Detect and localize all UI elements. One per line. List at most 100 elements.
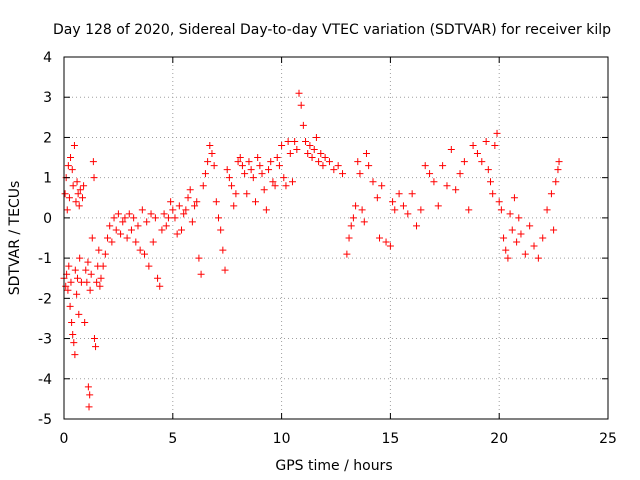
data-point [219, 246, 227, 254]
data-point [254, 154, 262, 162]
data-point [317, 150, 325, 158]
data-point [123, 234, 131, 242]
data-point [73, 178, 81, 186]
data-point [534, 254, 542, 262]
data-point [389, 198, 397, 206]
data-point [349, 214, 357, 222]
data-point [81, 318, 89, 326]
data-point [64, 286, 72, 294]
data-point [376, 234, 384, 242]
data-point [72, 198, 80, 206]
data-point [85, 403, 93, 411]
data-point [395, 190, 403, 198]
data-point [143, 218, 151, 226]
data-point [228, 182, 236, 190]
y-tick-label: 0 [43, 211, 52, 227]
data-point [173, 230, 181, 238]
data-point [156, 282, 164, 290]
y-tick-label: -2 [38, 291, 52, 307]
data-point [539, 234, 547, 242]
data-point [256, 162, 264, 170]
data-point [104, 234, 112, 242]
data-point [127, 226, 135, 234]
data-point [304, 150, 312, 158]
data-point [262, 206, 270, 214]
data-point [288, 178, 296, 186]
data-point [223, 166, 231, 174]
data-point [214, 214, 222, 222]
data-point [508, 226, 516, 234]
data-point [201, 170, 209, 178]
data-point [158, 226, 166, 234]
data-point [89, 158, 97, 166]
data-point [87, 270, 95, 278]
data-point [83, 278, 91, 286]
data-point [199, 182, 207, 190]
data-point [67, 154, 75, 162]
data-point [275, 162, 283, 170]
data-point [452, 186, 460, 194]
data-point [110, 214, 118, 222]
data-point [247, 166, 255, 174]
data-point [138, 206, 146, 214]
data-point [238, 162, 246, 170]
data-point [97, 274, 105, 282]
data-point [265, 166, 273, 174]
data-point [234, 158, 242, 166]
data-point [291, 137, 299, 145]
data-point [352, 202, 360, 210]
data-point [382, 238, 390, 246]
data-point [84, 258, 92, 266]
data-point [171, 214, 179, 222]
data-point [473, 150, 481, 158]
data-point [101, 250, 109, 258]
data-point [78, 194, 86, 202]
data-point [360, 218, 368, 226]
data-point [167, 198, 175, 206]
data-point [64, 162, 72, 170]
x-tick-label: 15 [381, 431, 399, 447]
x-tick-label: 25 [599, 431, 617, 447]
data-point [306, 141, 314, 149]
data-point [236, 154, 244, 162]
y-tick-label: -5 [38, 412, 52, 428]
y-tick-label: 4 [43, 50, 52, 66]
x-tick-label: 10 [273, 431, 291, 447]
data-point [245, 158, 253, 166]
data-point [365, 162, 373, 170]
data-point [447, 146, 455, 154]
x-axis-label: GPS time / hours [275, 458, 392, 474]
data-point [73, 290, 81, 298]
data-point [339, 170, 347, 178]
data-point [343, 250, 351, 258]
data-point [147, 210, 155, 218]
data-point [417, 206, 425, 214]
data-point [75, 310, 83, 318]
data-point [460, 158, 468, 166]
data-point [232, 190, 240, 198]
data-point [73, 274, 81, 282]
data-point [86, 391, 94, 399]
data-point [495, 198, 503, 206]
data-point [212, 198, 220, 206]
data-point [267, 158, 275, 166]
data-point [521, 250, 529, 258]
x-tick-label: 20 [490, 431, 508, 447]
x-tick-label: 0 [60, 431, 69, 447]
data-point [117, 230, 125, 238]
data-point [186, 186, 194, 194]
data-point [489, 190, 497, 198]
data-point [258, 170, 266, 178]
data-point [286, 150, 294, 158]
data-point [345, 234, 353, 242]
data-point [315, 158, 323, 166]
data-point [82, 266, 90, 274]
data-point [65, 262, 73, 270]
data-point [69, 331, 77, 339]
data-point [136, 246, 144, 254]
data-point [413, 222, 421, 230]
data-point [310, 146, 318, 154]
data-point [280, 174, 288, 182]
data-point [497, 206, 505, 214]
